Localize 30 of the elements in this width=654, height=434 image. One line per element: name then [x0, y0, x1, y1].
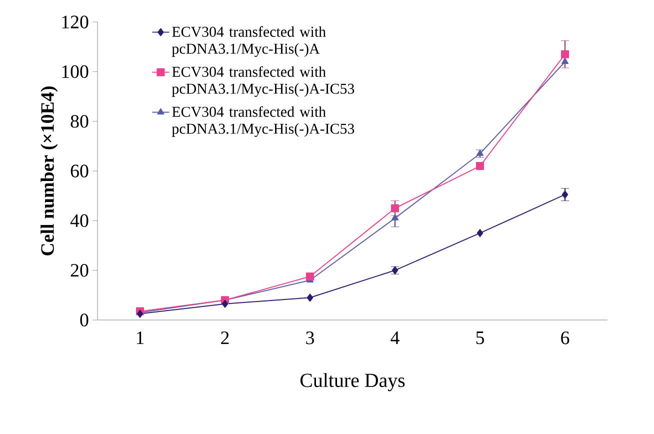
y-axis-title: Cell number (×10E4)	[40, 86, 58, 256]
point	[562, 190, 568, 199]
y-tick-label: 0	[80, 314, 88, 326]
x-tick-label: 4	[390, 332, 400, 344]
point	[136, 310, 144, 318]
y-tick-label: 100	[62, 65, 88, 78]
y-tick-label: 120	[62, 16, 88, 28]
x-axis-title: Culture Days	[300, 373, 405, 392]
y-tick-label: 40	[70, 214, 88, 228]
point	[476, 150, 484, 156]
point	[476, 162, 484, 170]
legend-label: ECV304 transfected with pcDNA3.1/Myc-His(-)A-IC53	[172, 66, 354, 97]
point	[561, 58, 569, 64]
x-tick-label: 3	[306, 332, 314, 344]
legend-label: ECV304 transfected with pcDNA3.1/Myc-His(-)A	[172, 26, 326, 57]
x-tick-label: 2	[221, 332, 229, 344]
y-tick-label: 80	[70, 114, 88, 128]
point	[222, 300, 228, 308]
point	[561, 50, 570, 58]
x-tick-label: 1	[136, 332, 144, 344]
legend-label: ECV304 transfected with pcDNA3.1/Myc-His(-)A-IC53	[172, 106, 354, 137]
y-tick-label: 20	[70, 264, 88, 277]
point	[306, 272, 314, 281]
x-tick-label: 6	[561, 332, 570, 344]
point	[391, 214, 399, 220]
point	[476, 229, 484, 238]
point	[306, 294, 314, 302]
x-tick-label: 5	[476, 332, 484, 344]
y-tick-label: 60	[70, 164, 88, 178]
point	[391, 204, 400, 212]
